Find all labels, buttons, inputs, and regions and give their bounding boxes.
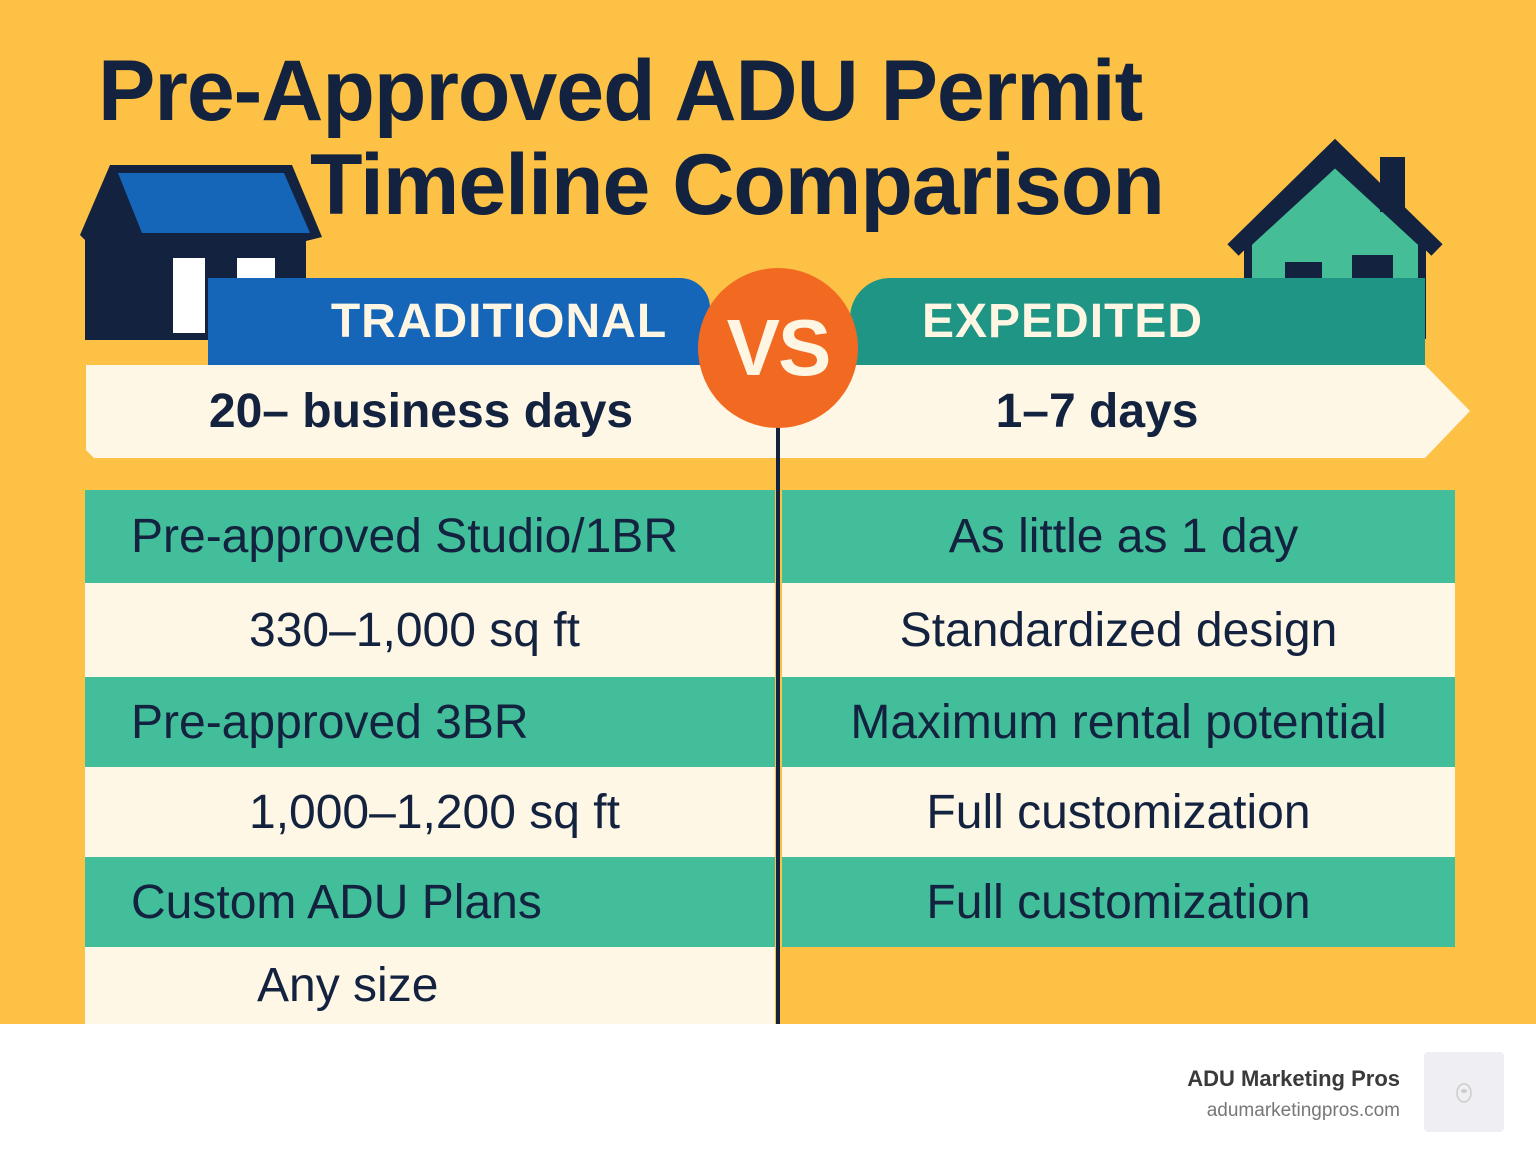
row-5-right: Full customization bbox=[782, 857, 1455, 947]
row-6-left: Any size bbox=[85, 947, 775, 1024]
footer-url[interactable]: adumarketingpros.com bbox=[1206, 1100, 1400, 1121]
row-4-right: Full customization bbox=[782, 767, 1455, 857]
row-2-left: 330–1,000 sq ft bbox=[85, 583, 775, 677]
row-4-left: 1,000–1,200 sq ft bbox=[85, 767, 775, 857]
traditional-label: TRADITIONAL bbox=[330, 295, 668, 348]
column-divider bbox=[776, 420, 780, 1024]
row-3-right: Maximum rental potential bbox=[782, 677, 1455, 767]
row-2-right: Standardized design bbox=[782, 583, 1455, 677]
bear-logo-icon bbox=[1456, 1083, 1472, 1103]
footer-brand: ADU Marketing Pros bbox=[1187, 1066, 1400, 1091]
title-line-2: Timeline Comparison bbox=[310, 137, 1165, 233]
title-line-1: Pre-Approved ADU Permit bbox=[98, 43, 1143, 139]
brand-logo bbox=[1424, 1052, 1504, 1132]
row-1-left: Pre-approved Studio/1BR bbox=[85, 490, 775, 583]
footer: ADU Marketing Pros adumarketingpros.com bbox=[0, 1024, 1536, 1154]
row-3-left: Pre-approved 3BR bbox=[85, 677, 775, 767]
traditional-timeline: 20– business days bbox=[208, 385, 634, 438]
expedited-tab: EXPEDITED bbox=[850, 278, 1425, 365]
row-5-left: Custom ADU Plans bbox=[85, 857, 775, 947]
vs-label: VS bbox=[726, 303, 832, 392]
traditional-tab: TRADITIONAL bbox=[208, 278, 710, 365]
expedited-label: EXPEDITED bbox=[921, 295, 1204, 348]
infographic: Pre-Approved ADU Permit Timeline Compari… bbox=[0, 0, 1536, 1024]
row-1-right: As little as 1 day bbox=[782, 490, 1455, 583]
expedited-timeline: 1–7 days bbox=[995, 385, 1199, 438]
vs-badge: VS bbox=[698, 268, 858, 428]
